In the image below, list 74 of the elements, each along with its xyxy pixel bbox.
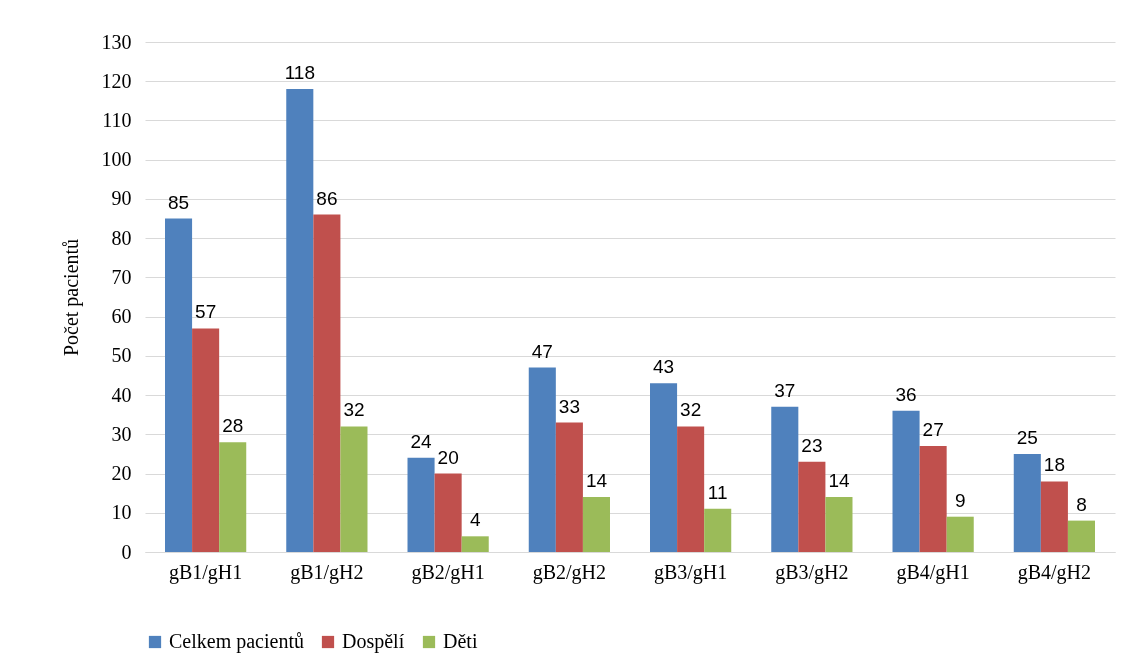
y-tick-label: 0 — [121, 540, 132, 563]
data-label: 18 — [1043, 454, 1065, 476]
data-label: 4 — [469, 509, 481, 531]
data-label: 36 — [895, 383, 917, 405]
x-tick-label: gB2/gH2 — [532, 560, 607, 584]
data-label: 33 — [558, 395, 580, 417]
bar — [798, 461, 826, 552]
legend-label: Celkem pacientů — [169, 630, 304, 653]
bar — [704, 508, 732, 552]
x-tick-label: gB4/gH1 — [896, 560, 970, 584]
data-label: 8 — [1076, 493, 1087, 515]
legend-label: Děti — [443, 630, 478, 652]
bar — [165, 218, 193, 552]
y-tick-label: 20 — [111, 462, 132, 485]
y-tick-label: 80 — [111, 226, 132, 249]
data-label: 23 — [801, 434, 823, 456]
bar — [528, 367, 556, 552]
data-label: 32 — [343, 399, 365, 421]
legend-label: Dospělí — [342, 630, 405, 653]
x-tick-label: gB4/gH2 — [1017, 560, 1092, 584]
y-tick-label: 100 — [101, 148, 132, 171]
data-label: 20 — [437, 446, 459, 468]
y-tick-label: 40 — [111, 383, 132, 406]
data-label: 43 — [652, 356, 675, 378]
bar — [1067, 520, 1095, 552]
y-tick-label: 110 — [102, 108, 132, 131]
data-label: 47 — [531, 340, 553, 362]
y-tick-label: 90 — [111, 187, 132, 210]
data-label: 11 — [707, 481, 728, 503]
bar — [340, 426, 368, 552]
data-label: 37 — [774, 379, 796, 401]
y-tick-label: 130 — [101, 30, 132, 53]
data-label: 85 — [167, 191, 190, 213]
y-tick-label: 120 — [101, 69, 132, 92]
y-tick-label: 70 — [111, 265, 132, 288]
bar — [771, 406, 799, 552]
data-label: 118 — [284, 62, 315, 84]
bar — [313, 214, 341, 552]
bar — [825, 497, 853, 552]
x-tick-label: gB2/gH1 — [411, 560, 485, 584]
y-tick-label: 60 — [111, 305, 132, 328]
y-tick-label: 30 — [111, 422, 132, 445]
data-label: 14 — [828, 470, 850, 492]
bar — [407, 457, 435, 552]
y-axis-title: Počet pacientů — [59, 238, 83, 357]
data-label: 86 — [316, 187, 338, 209]
x-tick-label: gB1/gH1 — [168, 560, 243, 584]
bar — [192, 328, 220, 552]
x-tick-label: gB3/gH2 — [775, 560, 849, 584]
bar — [219, 442, 247, 552]
bar — [1040, 481, 1068, 552]
data-label: 24 — [410, 430, 433, 452]
bar — [434, 473, 462, 552]
bar — [1013, 453, 1041, 552]
bar — [677, 426, 705, 552]
bar — [650, 383, 678, 552]
data-label: 57 — [195, 301, 217, 323]
bar — [582, 497, 610, 552]
bar — [461, 536, 489, 552]
y-tick-label: 10 — [111, 501, 132, 524]
bar — [286, 89, 314, 552]
bar — [946, 516, 974, 552]
data-label: 32 — [680, 399, 702, 421]
bar — [919, 446, 947, 552]
y-tick-label: 50 — [111, 344, 132, 367]
x-tick-label: gB3/gH1 — [653, 560, 728, 584]
data-label: 9 — [954, 489, 966, 511]
data-label: 25 — [1016, 426, 1038, 448]
data-label: 14 — [585, 470, 608, 492]
data-label: 28 — [222, 415, 244, 437]
x-tick-label: gB1/gH2 — [290, 560, 364, 584]
bar — [892, 410, 920, 552]
data-label: 27 — [922, 419, 944, 441]
bar — [555, 422, 583, 552]
